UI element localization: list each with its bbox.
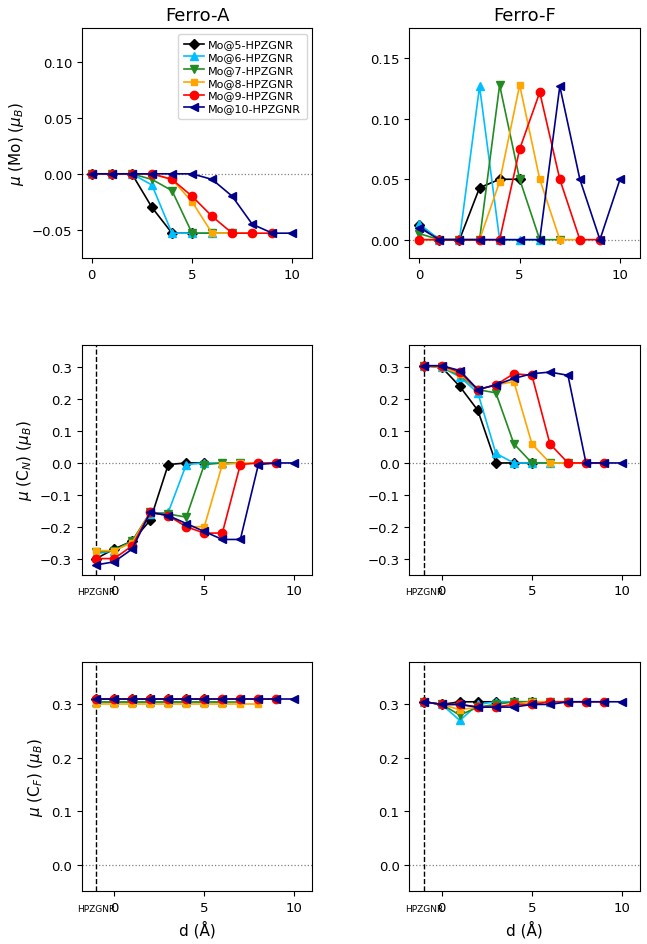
Title: Ferro-A: Ferro-A: [165, 7, 229, 25]
Y-axis label: $\mu$ (C$_N$) ($\mu_B$): $\mu$ (C$_N$) ($\mu_B$): [16, 420, 34, 500]
X-axis label: d (Å): d (Å): [179, 919, 215, 937]
X-axis label: d (Å): d (Å): [507, 919, 543, 937]
Legend: Mo@5-HPZGNR, Mo@6-HPZGNR, Mo@7-HPZGNR, Mo@8-HPZGNR, Mo@9-HPZGNR, Mo@10-HPZGNR: Mo@5-HPZGNR, Mo@6-HPZGNR, Mo@7-HPZGNR, M…: [179, 35, 307, 120]
Text: HPZGNR: HPZGNR: [77, 587, 115, 597]
Text: HPZGNR: HPZGNR: [404, 587, 443, 597]
Title: Ferro-F: Ferro-F: [493, 7, 556, 25]
Y-axis label: $\mu$ (Mo) ($\mu_B$): $\mu$ (Mo) ($\mu_B$): [7, 102, 26, 186]
Y-axis label: $\mu$ (C$_F$) ($\mu_B$): $\mu$ (C$_F$) ($\mu_B$): [27, 737, 45, 817]
Text: HPZGNR: HPZGNR: [404, 904, 443, 913]
Text: HPZGNR: HPZGNR: [77, 904, 115, 913]
